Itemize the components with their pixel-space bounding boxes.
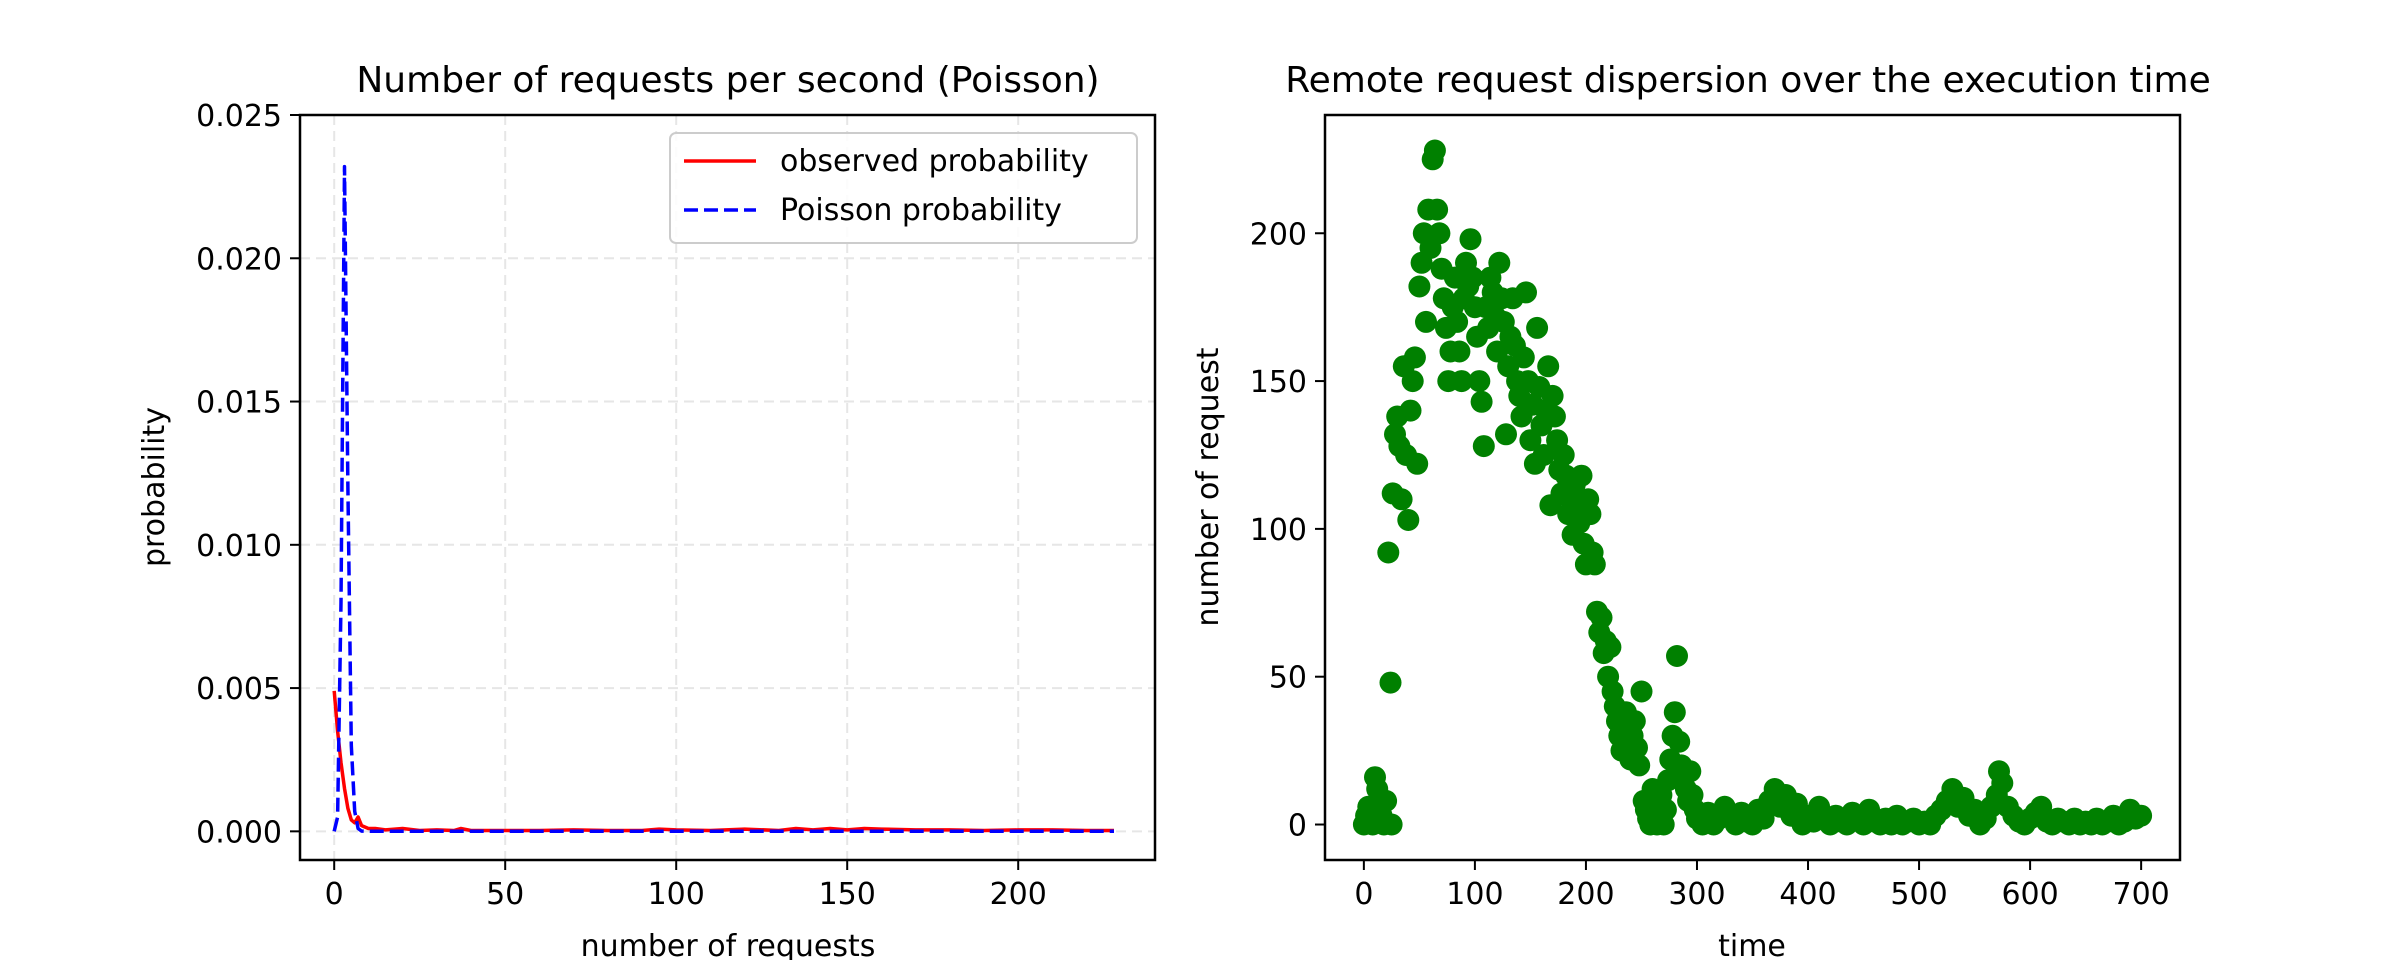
x-tick-label: 100 bbox=[1446, 877, 1503, 912]
x-tick-label: 150 bbox=[819, 877, 876, 912]
scatter-point bbox=[1472, 435, 1495, 458]
dispersion-plot: Remote request dispersion over the execu… bbox=[1191, 60, 2211, 960]
x-tick-label: 700 bbox=[2113, 877, 2170, 912]
x-axis-label: number of requests bbox=[581, 929, 876, 960]
x-tick-label: 200 bbox=[1557, 877, 1614, 912]
scatter-point bbox=[1626, 736, 1648, 759]
scatter-point bbox=[1470, 390, 1493, 413]
chart-title: Remote request dispersion over the execu… bbox=[1285, 60, 2211, 101]
x-tick-label: 0 bbox=[325, 877, 344, 912]
legend: observed probability Poisson probability bbox=[669, 132, 1138, 244]
scatter-point bbox=[1380, 813, 1403, 836]
scatter-point bbox=[1408, 275, 1431, 298]
scatter-point bbox=[1543, 405, 1566, 428]
legend-label-observed: observed probability bbox=[780, 144, 1089, 179]
scatter-layer bbox=[1352, 139, 2153, 836]
scatter-point bbox=[1415, 310, 1437, 333]
scatter-point bbox=[1590, 606, 1613, 629]
x-tick-label: 0 bbox=[1354, 877, 1373, 912]
scatter-point bbox=[1512, 346, 1535, 369]
scatter-point bbox=[1375, 789, 1398, 812]
scatter-point bbox=[1541, 384, 1564, 407]
y-tick-label: 0 bbox=[1288, 809, 1307, 844]
x-axis-ticks: 0 50 100 150 200 bbox=[325, 860, 1047, 912]
scatter-point bbox=[1377, 541, 1400, 564]
scatter-point bbox=[1406, 452, 1429, 475]
scatter-point bbox=[2130, 804, 2153, 827]
scatter-point bbox=[1401, 370, 1424, 393]
y-axis-label: probability bbox=[137, 407, 172, 567]
y-tick-label: 50 bbox=[1269, 661, 1307, 696]
x-tick-label: 50 bbox=[486, 877, 524, 912]
scatter-point bbox=[1630, 680, 1653, 703]
y-tick-label: 150 bbox=[1250, 365, 1307, 400]
legend-label-poisson: Poisson probability bbox=[780, 193, 1062, 228]
scatter-point bbox=[1628, 754, 1651, 777]
legend-box bbox=[669, 132, 1138, 244]
y-tick-label: 0.010 bbox=[196, 529, 282, 564]
y-tick-label: 0.000 bbox=[196, 815, 282, 850]
series-layer bbox=[332, 164, 1114, 834]
poisson-plot: Number of requests per second (Poisson) … bbox=[137, 60, 1157, 960]
y-tick-label: 0.005 bbox=[196, 672, 282, 707]
scatter-point bbox=[1570, 464, 1593, 487]
scatter-point bbox=[1450, 370, 1473, 393]
scatter-point bbox=[1752, 807, 1775, 830]
scatter-point bbox=[1426, 198, 1449, 221]
y-tick-label: 200 bbox=[1250, 217, 1307, 252]
scatter-point bbox=[1583, 553, 1606, 576]
scatter-point bbox=[1623, 710, 1646, 733]
y-axis-ticks: 0.000 0.005 0.010 0.015 0.020 0.025 bbox=[196, 99, 300, 850]
scatter-point bbox=[1446, 310, 1469, 333]
x-axis-ticks: 0 100 200 300 400 500 600 700 bbox=[1354, 860, 2170, 912]
x-tick-label: 500 bbox=[1890, 877, 1947, 912]
scatter-point bbox=[1537, 355, 1560, 378]
scatter-point bbox=[1488, 251, 1511, 274]
scatter-point bbox=[1552, 444, 1575, 466]
scatter-point bbox=[1468, 370, 1491, 393]
x-tick-label: 400 bbox=[1779, 877, 1836, 912]
scatter-point bbox=[1397, 509, 1420, 531]
scatter-point bbox=[1532, 444, 1555, 466]
scatter-point bbox=[1461, 266, 1484, 289]
plot-frame bbox=[1323, 113, 2182, 862]
scatter-point bbox=[1666, 645, 1688, 667]
scatter-point bbox=[1423, 139, 1446, 162]
y-axis-ticks: 0 50 100 150 200 bbox=[1250, 217, 1325, 844]
scatter-point bbox=[1654, 798, 1677, 821]
scatter-point bbox=[1526, 316, 1549, 339]
y-tick-label: 0.025 bbox=[196, 99, 282, 134]
x-tick-label: 100 bbox=[648, 877, 705, 912]
series-line-observed bbox=[332, 690, 1114, 833]
scatter-point bbox=[1515, 281, 1537, 304]
scatter-point bbox=[1403, 346, 1426, 369]
x-tick-label: 600 bbox=[2001, 877, 2058, 912]
y-tick-label: 100 bbox=[1250, 513, 1307, 548]
x-axis-label: time bbox=[1718, 929, 1786, 960]
x-tick-label: 300 bbox=[1668, 877, 1725, 912]
scatter-point bbox=[1459, 228, 1482, 251]
scatter-point bbox=[1495, 423, 1517, 446]
y-tick-label: 0.015 bbox=[196, 386, 282, 421]
scatter-point bbox=[1379, 671, 1402, 694]
scatter-point bbox=[1390, 488, 1413, 511]
scatter-point bbox=[1668, 730, 1691, 753]
scatter-point bbox=[1663, 701, 1686, 724]
scatter-point bbox=[1579, 503, 1602, 526]
scatter-point bbox=[1428, 222, 1451, 245]
scatter-point bbox=[1399, 399, 1422, 422]
series-line-poisson bbox=[332, 164, 1114, 834]
scatter-point bbox=[1679, 760, 1702, 783]
plot-frame bbox=[298, 113, 1157, 862]
scatter-point bbox=[1599, 636, 1622, 659]
y-axis-label: number of request bbox=[1191, 347, 1226, 626]
x-tick-label: 200 bbox=[990, 877, 1047, 912]
scatter-point bbox=[1991, 772, 2014, 795]
y-tick-label: 0.020 bbox=[196, 242, 282, 277]
scatter-point bbox=[1448, 340, 1471, 363]
chart-title: Number of requests per second (Poisson) bbox=[356, 60, 1099, 101]
